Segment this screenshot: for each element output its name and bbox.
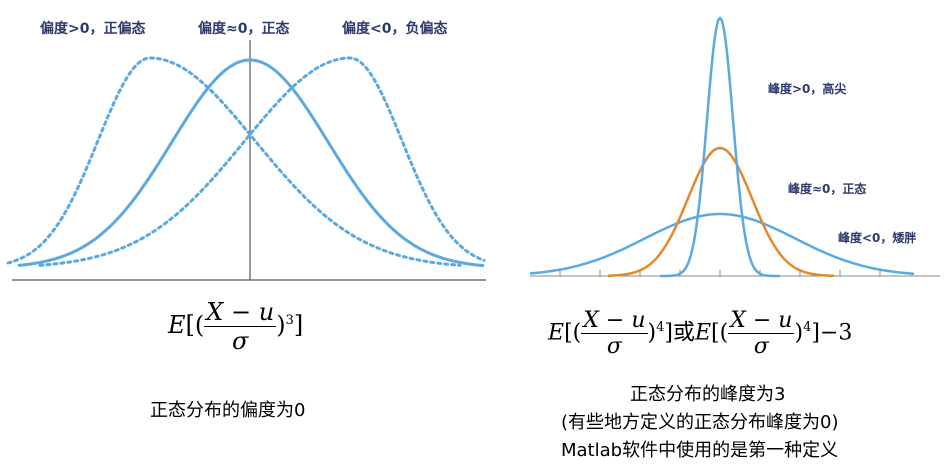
positive-skew-label: 偏度>0，正偏态	[40, 21, 146, 37]
kurtosis-caption-3: Matlab软件中使用的是第一种定义	[561, 440, 839, 461]
skew-formula-prefix: E	[168, 311, 186, 339]
kurtosis-panel	[529, 16, 940, 278]
normal-kurtosis-curve	[608, 146, 835, 278]
kurt-minus-three: −3	[819, 320, 853, 346]
kurt-power-2: 4	[803, 320, 812, 336]
low-kurtosis-curve	[529, 212, 915, 276]
kurtosis-caption-2: (有些地方定义的正态分布峰度为0)	[561, 412, 839, 433]
kurt-or: 或	[672, 320, 695, 346]
negative-skew-curve	[38, 56, 486, 267]
skewness-formula: E[(X − u σ)3]	[168, 298, 304, 355]
kurt-denominator-2: σ	[753, 334, 769, 359]
zero-skew-label: 偏度≈0，正态	[198, 21, 290, 37]
kurt-formula-prefix-2: E	[694, 320, 712, 346]
kurt-formula-prefix-1: E	[548, 320, 565, 346]
kurt-denominator-1: σ	[606, 334, 622, 359]
kurtosis-formula: E[(X − u σ)4]或E[(X − u σ)4]−3	[548, 308, 853, 359]
high-kurtosis-label: 峰度>0，高尖	[768, 82, 847, 96]
high-kurtosis-curve	[660, 16, 780, 278]
kurt-numerator-1: X − u	[581, 308, 648, 334]
kurt-numerator-2: X − u	[728, 308, 795, 334]
normal-curve	[17, 58, 485, 268]
positive-skew-curve	[6, 56, 462, 267]
skewness-panel	[6, 40, 486, 281]
kurtosis-caption-1: 正态分布的峰度为3	[630, 384, 786, 405]
skew-numerator: X − u	[204, 298, 277, 327]
kurt-power-1: 4	[656, 320, 665, 336]
skew-denominator: σ	[232, 327, 249, 355]
low-kurtosis-label: 峰度<0，矮胖	[838, 231, 917, 245]
skew-power: 3	[285, 313, 294, 328]
normal-kurtosis-label: 峰度≈0，正态	[788, 182, 867, 196]
skewness-caption: 正态分布的偏度为0	[150, 400, 306, 421]
negative-skew-label: 偏度<0，负偏态	[342, 21, 448, 37]
